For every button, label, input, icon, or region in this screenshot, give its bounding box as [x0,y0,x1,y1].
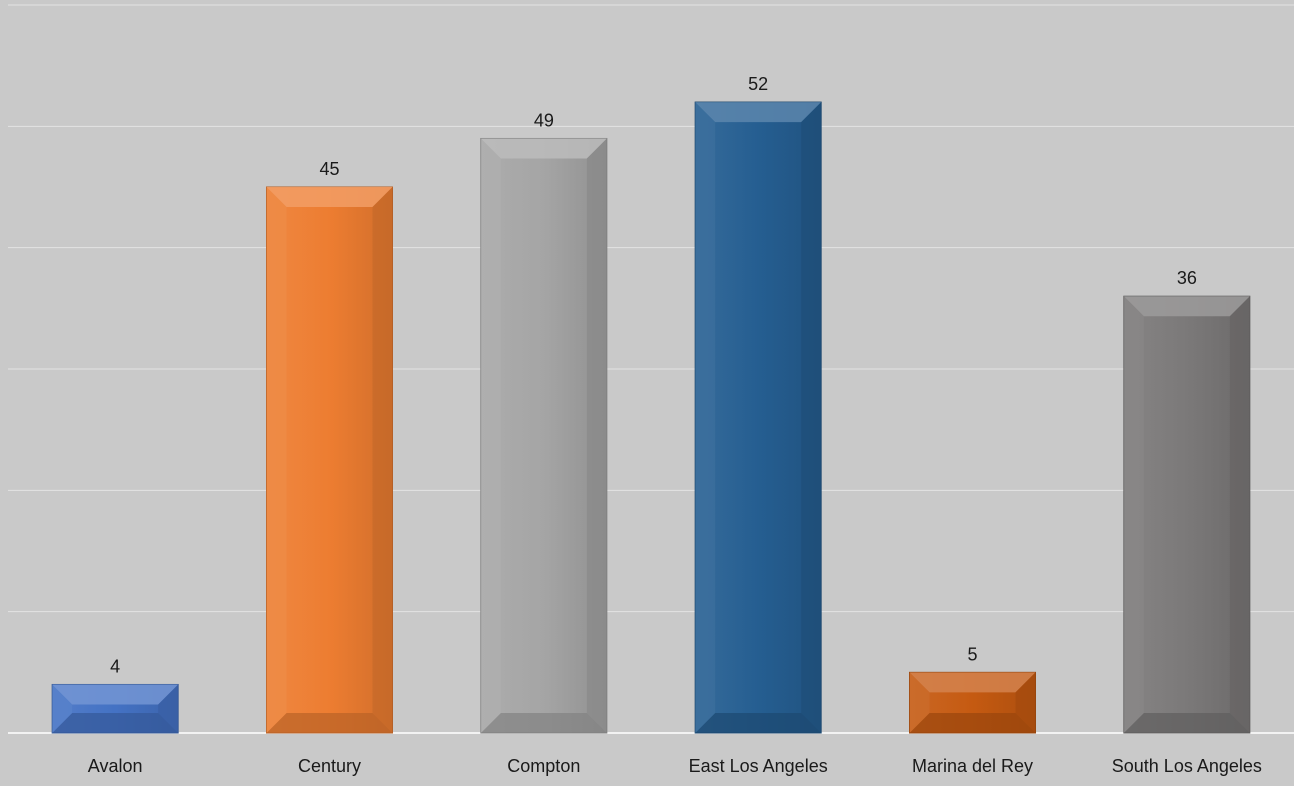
bar-avalon [51,683,179,734]
x-tick-label: East Los Angeles [689,756,828,776]
bar-bevel-left [909,672,930,733]
bar-bevel-top [266,187,393,207]
data-label: 4 [110,656,120,676]
bar-bevel-left [480,138,501,733]
bar-south-los-angeles [1123,295,1251,734]
data-labels: 4 45 49 52 5 36 [110,74,1197,676]
x-tick-label: Marina del Rey [912,756,1033,776]
data-label: 5 [967,644,977,664]
bar-bevel-left [52,684,73,733]
bar-bevel-left [266,187,287,733]
bar-bevel-bottom [909,713,1036,733]
bar-bevel-top [695,102,822,123]
gridlines [8,4,1294,734]
bar-bevel-top [909,672,1036,693]
bar-bevel-top [1123,296,1250,317]
data-label: 45 [319,159,339,179]
bar-body [266,186,393,734]
x-axis-tick-labels: Avalon Century Compton East Los Angeles Mari… [88,756,1262,776]
bar-bevel-top [52,684,179,705]
bar-bevel-right [158,684,179,733]
bar-bevel-left [695,102,716,734]
x-tick-label: South Los Angeles [1112,756,1262,776]
data-label: 49 [534,110,554,130]
bar-bevel-right [1015,672,1036,733]
bar-body [694,101,822,734]
bar-bevel-right [801,102,822,734]
bar-bevel-right [586,138,607,733]
data-label: 52 [748,74,768,94]
bar-bevel-left [1123,296,1144,733]
bar-bevel-bottom [1123,713,1250,733]
bar-marina-del-rey [909,671,1036,734]
bar-compton [480,137,608,734]
bar-bevel-bottom [480,713,607,733]
bar-bevel-bottom [695,713,822,733]
bar-bevel-bottom [266,713,393,733]
data-label: 36 [1177,268,1197,288]
x-tick-label: Compton [507,756,580,776]
bars [51,101,1251,734]
bar-bevel-right [372,187,393,733]
bar-east-los-angeles [694,101,822,734]
bar-bevel-top [480,138,607,159]
x-tick-label: Avalon [88,756,143,776]
bar-bevel-right [1229,296,1250,733]
bar-century [266,186,393,734]
bar-bevel-bottom [52,713,179,733]
x-tick-label: Century [298,756,361,776]
